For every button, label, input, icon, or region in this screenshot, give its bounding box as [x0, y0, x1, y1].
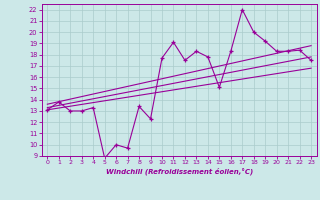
X-axis label: Windchill (Refroidissement éolien,°C): Windchill (Refroidissement éolien,°C) — [106, 167, 253, 175]
